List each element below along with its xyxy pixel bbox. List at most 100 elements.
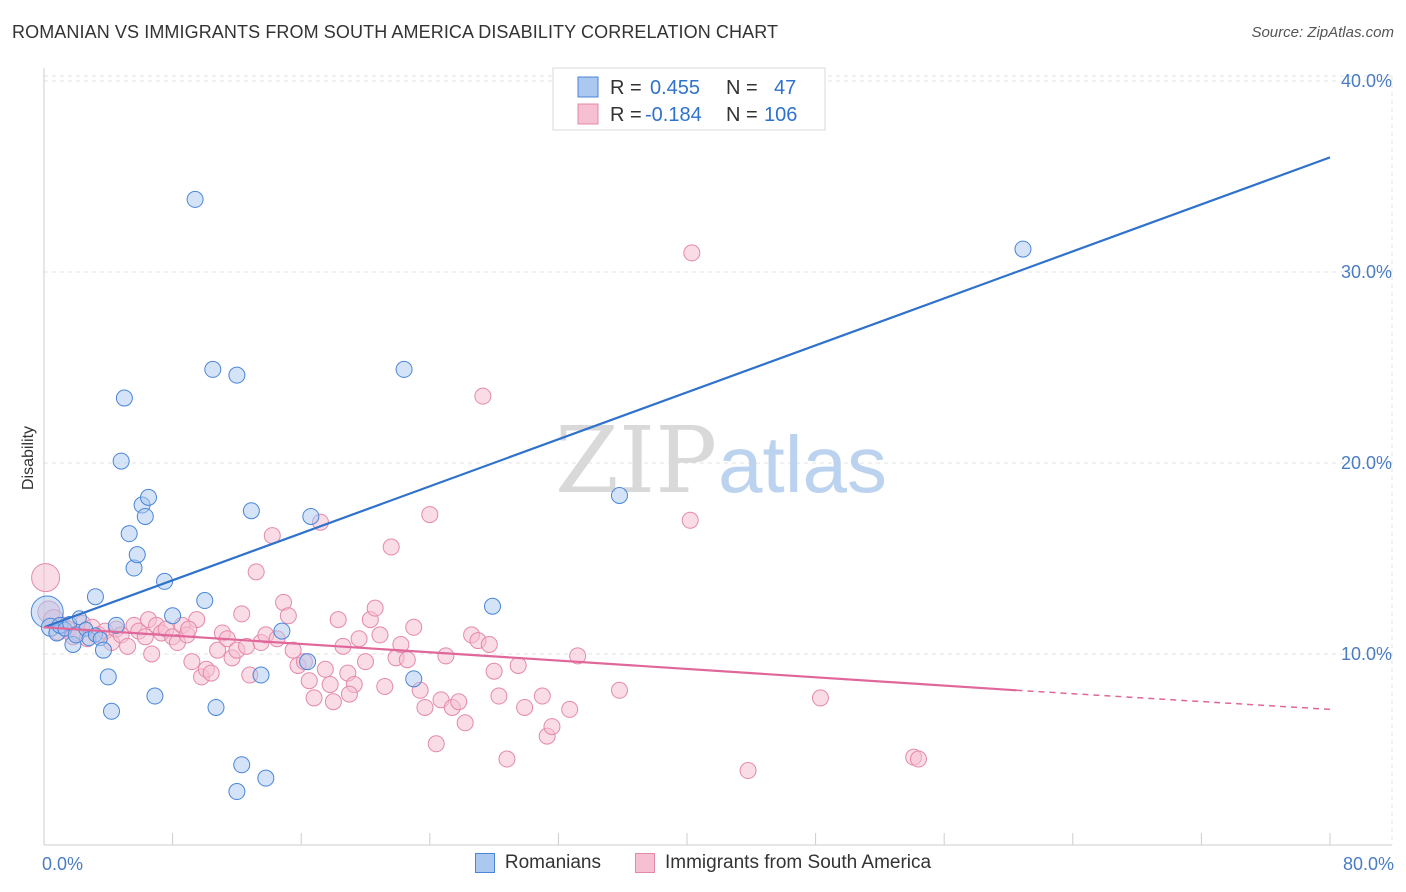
romanians-point-31 [204,360,222,378]
immigrants-point-70 [392,635,410,653]
tick-labels: 10.0% 20.0% 30.0% 40.0% 0.0% 80.0% [42,71,1394,874]
immigrants-point-97 [683,244,701,262]
romanians-swatch [474,853,495,873]
immigrants-point-49 [284,641,302,659]
immigrants-point-104 [340,685,358,703]
legend-n-value-2: 106 [764,104,797,126]
immigrants-point-90 [516,698,534,716]
romanians-label: Romanians [504,852,601,873]
legend-n-label-2: N = [726,104,758,126]
romanians-point-14 [94,641,112,659]
romanians-point-20 [120,525,138,543]
immigrants-point-102 [909,750,927,768]
immigrants-point-103 [180,620,198,638]
immigrants-point-87 [490,687,508,705]
x-tick-label-80: 80.0% [1343,854,1394,874]
immigrants-point-68 [382,538,400,556]
immigrants-point-0 [31,563,61,593]
immigrants-point-42 [247,563,265,581]
legend-n-value-1: 47 [774,77,796,99]
legend-item-immigrants[interactable]: Immigrants from South America [635,852,931,874]
legend-r-value-2: -0.184 [645,104,702,126]
y-tick-label-30: 30.0% [1341,262,1392,282]
immigrants-trend-extension [1016,689,1331,711]
romanians-point-22 [128,546,146,564]
romanians-point-15 [99,668,117,686]
immigrants-point-56 [321,676,339,694]
romanians-point-38 [273,622,291,640]
romanians-point-18 [112,452,130,470]
immigrants-point-21 [143,645,161,663]
romanians-point-32 [207,698,225,716]
romanians-trend-line [43,156,1331,629]
stats-legend: R = 0.455 N = 47 R = -0.184 N = 106 [552,67,826,131]
immigrants-point-80 [450,693,468,711]
immigrants-point-86 [485,662,503,680]
y-tick-label-20: 20.0% [1341,453,1392,473]
romanians-point-17 [107,616,125,634]
series-romanians-points [30,80,1032,801]
legend-r-value-1: 0.455 [650,77,700,99]
romanians-point-33 [228,366,246,384]
immigrants-swatch [635,853,655,873]
romanians-point-12 [86,588,104,606]
immigrants-point-74 [416,698,434,716]
romanians-point-36 [252,666,270,684]
immigrants-point-88 [498,750,516,768]
immigrants-point-34 [209,641,227,659]
immigrants-point-78 [437,647,455,665]
romanians-point-35 [242,502,260,520]
immigrants-point-99 [739,762,757,780]
romanians-point-34 [233,756,251,774]
immigrants-point-53 [305,689,323,707]
bottom-legend: Romanians Immigrants from South America [0,852,1406,874]
romanians-point-29 [186,190,204,208]
chart-source: Source: ZipAtlas.com [1251,24,1394,41]
immigrants-point-66 [371,626,389,644]
immigrants-trend-line [43,626,1017,692]
immigrants-point-72 [405,618,423,636]
immigrants-label: Immigrants from South America [665,852,932,873]
y-axis-label: Disability [20,426,37,490]
immigrants-point-58 [329,611,347,629]
y-tick-label-10: 10.0% [1341,644,1392,664]
immigrants-point-62 [350,630,368,648]
romanians-point-45 [610,486,628,504]
immigrants-point-67 [376,677,394,695]
legend-r-label-2: R = [610,104,642,126]
immigrants-point-93 [543,718,561,736]
immigrants-point-39 [233,605,251,623]
romanians-point-16 [103,702,121,720]
immigrants-point-94 [561,700,579,718]
immigrants-point-63 [357,653,374,671]
immigrants-point-55 [316,660,334,678]
chart-title: ROMANIAN VS IMMIGRANTS FROM SOUTH AMERIC… [12,22,779,42]
legend-r-label-1: R = [610,77,642,99]
immigrants-point-89 [509,656,527,674]
romanians-point-24 [136,507,154,525]
axes [43,68,1392,846]
immigrants-point-84 [474,387,492,405]
series-immigrants-points [31,244,927,780]
romanians-point-30 [196,592,214,610]
romanians-point-43 [405,670,423,688]
romanians-point-44 [483,597,501,615]
immigrants-point-29 [183,653,201,671]
immigrants-point-96 [610,681,628,699]
watermark-atlas: atlas [718,420,887,509]
romanians-point-41 [228,783,246,801]
romanians-point-37 [257,769,275,787]
legend-n-label-1: N = [726,77,758,99]
immigrants-point-75 [421,506,439,524]
immigrants-point-100 [811,689,829,707]
legend-swatch-immigrants [577,103,599,125]
legend-item-romanians[interactable]: Romanians [474,852,601,874]
legend-swatch-romanians [577,76,599,98]
immigrants-point-16 [119,637,137,655]
immigrants-point-65 [366,599,384,617]
x-tick-label-0: 0.0% [42,854,83,874]
immigrants-point-76 [427,735,445,753]
romanians-point-26 [146,687,164,705]
romanians-point-40 [302,507,320,525]
immigrants-point-95 [569,647,587,665]
